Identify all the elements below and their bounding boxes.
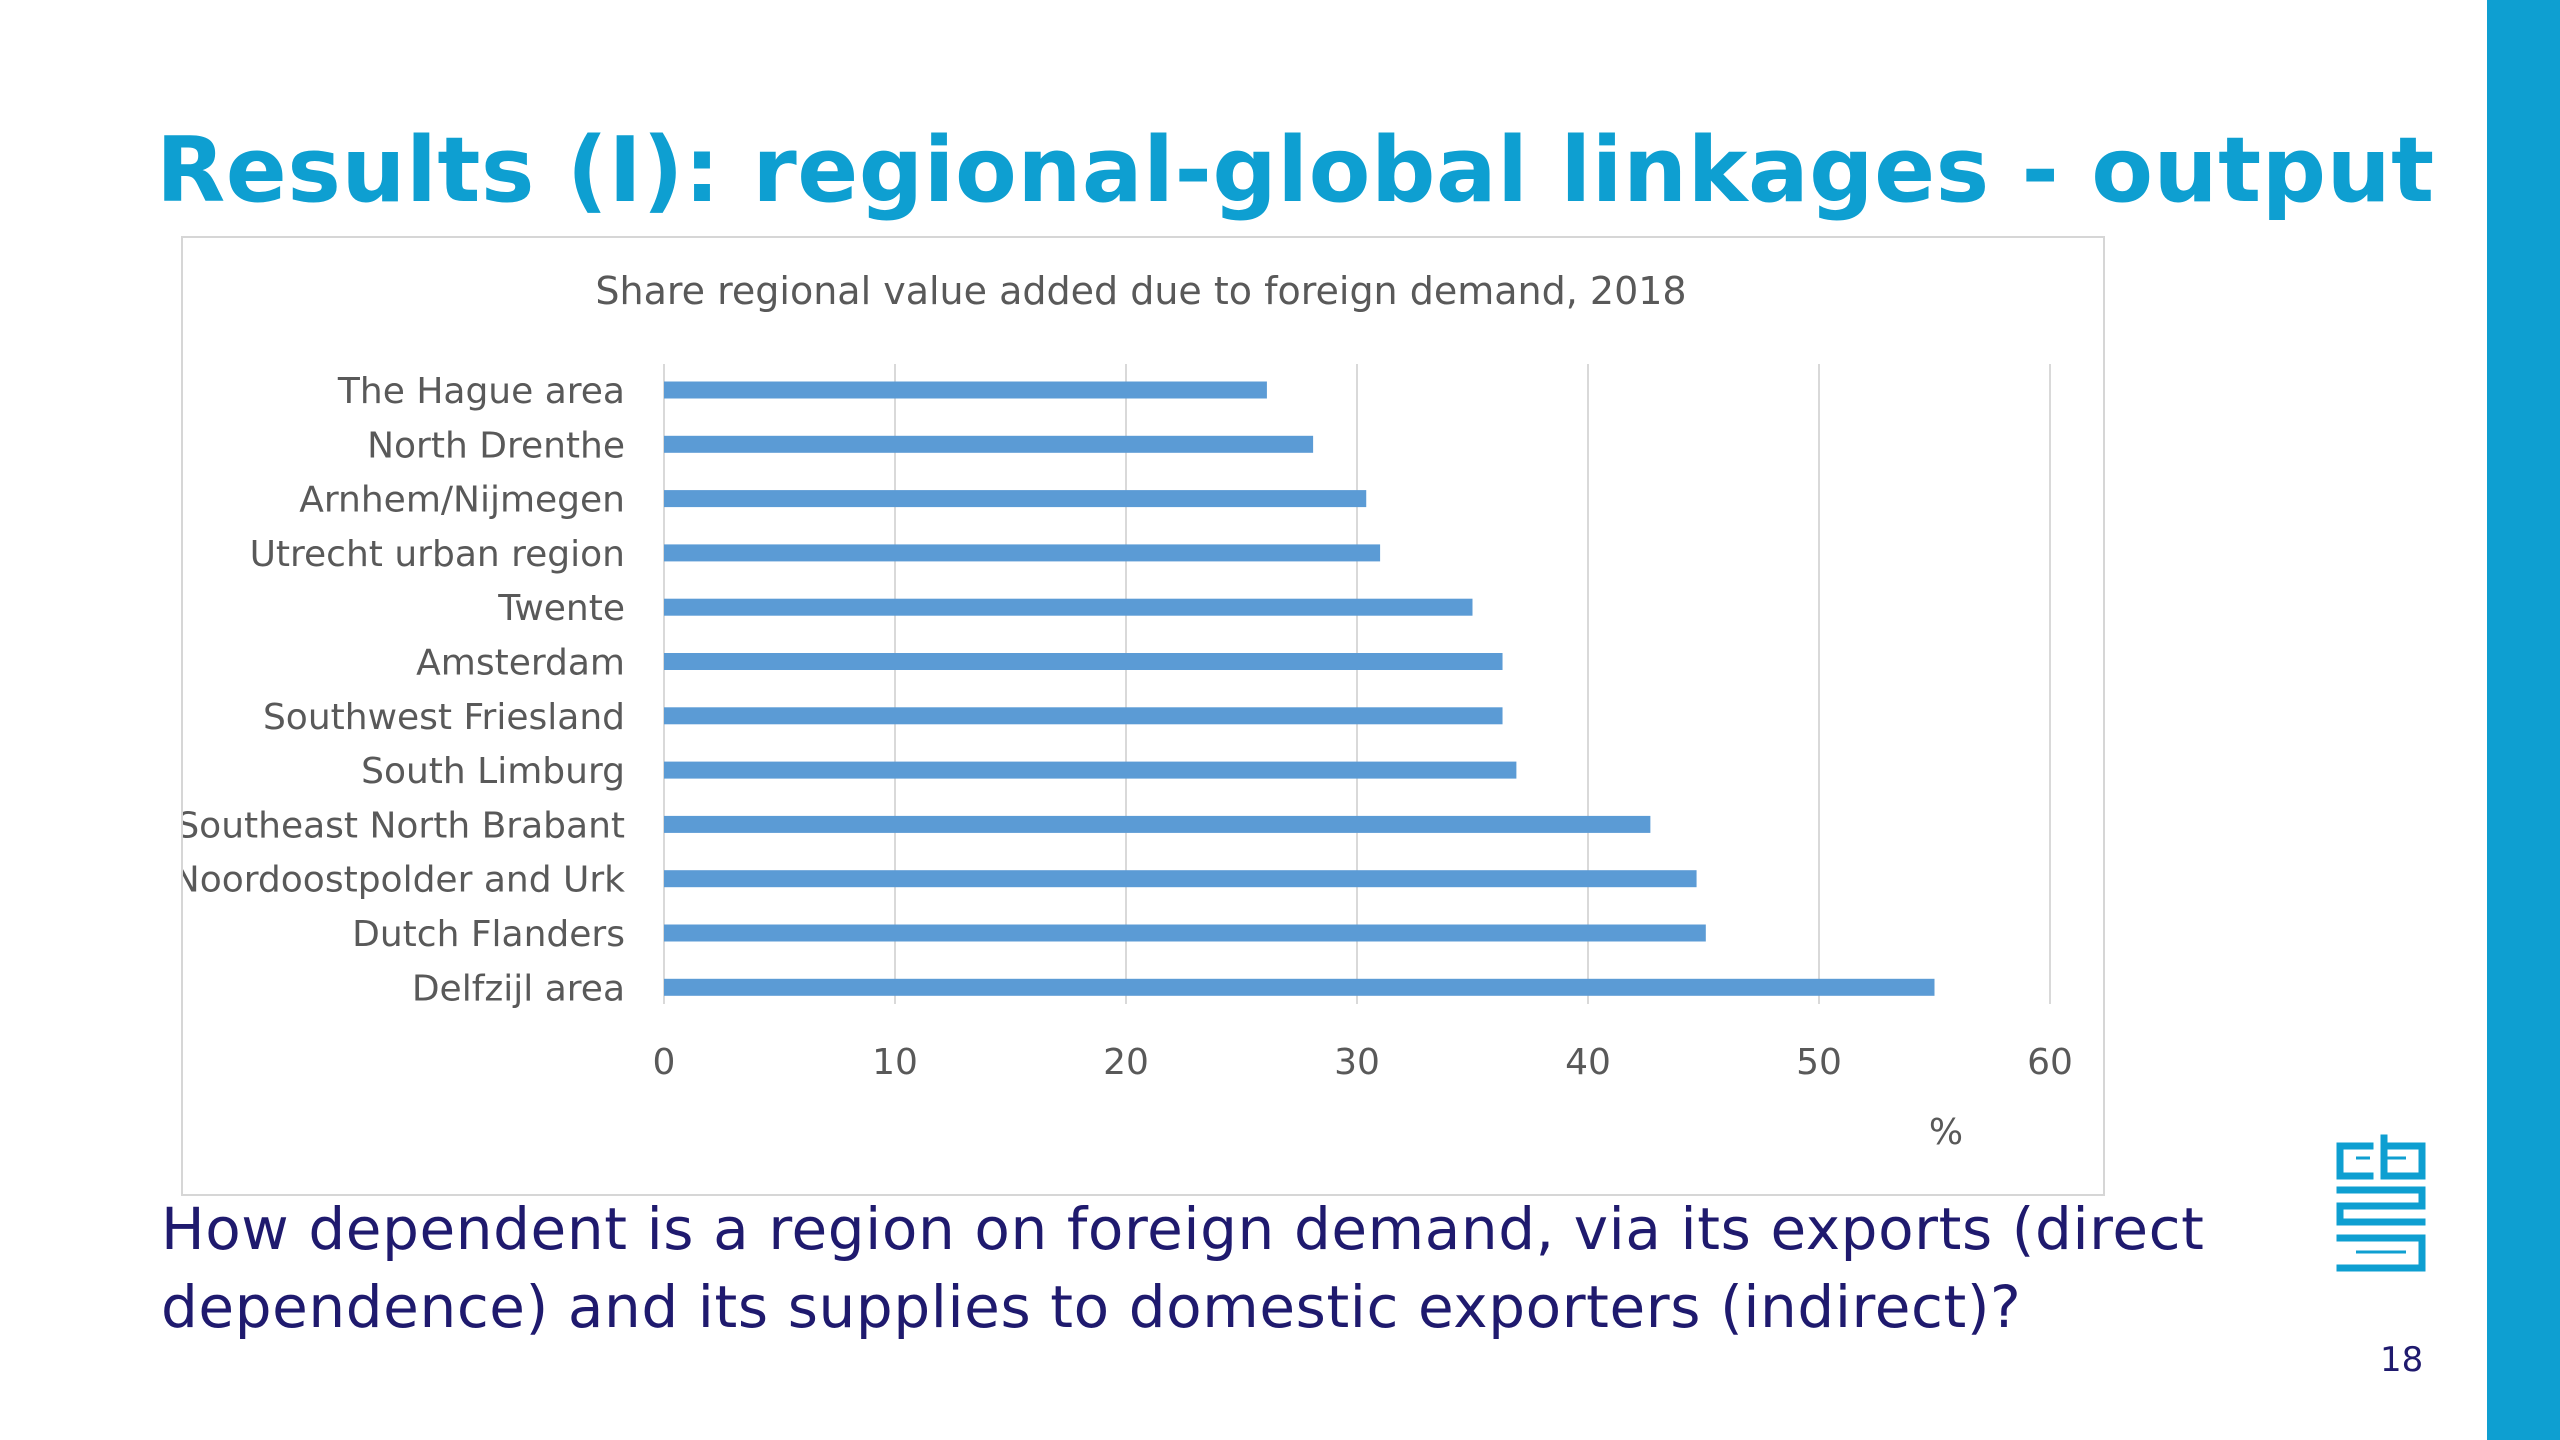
category-label: The Hague area bbox=[337, 371, 625, 412]
category-label: Dutch Flanders bbox=[352, 914, 625, 955]
right-accent-bar bbox=[2487, 0, 2560, 1440]
x-tick-label: 40 bbox=[1565, 1042, 1611, 1083]
category-label: South Limburg bbox=[361, 751, 625, 792]
category-label: Arnhem/Nijmegen bbox=[299, 480, 625, 521]
bar-9 bbox=[664, 870, 1697, 888]
chart-frame: Share regional value added due to foreig… bbox=[181, 236, 2105, 1196]
page-number: 18 bbox=[2380, 1340, 2424, 1380]
bar-8 bbox=[664, 815, 1651, 833]
category-label: Amsterdam bbox=[416, 643, 625, 684]
category-label: Utrecht urban region bbox=[250, 534, 625, 575]
slide-title: Results (I): regional-global linkages - … bbox=[156, 118, 2435, 223]
x-tick-label: 30 bbox=[1334, 1042, 1380, 1083]
x-axis-label: % bbox=[1929, 1112, 1963, 1153]
x-tick-label: 10 bbox=[872, 1042, 918, 1083]
bar-4 bbox=[664, 598, 1473, 616]
category-label: Delfzijl area bbox=[412, 968, 625, 1009]
cbs-logo bbox=[2322, 1128, 2444, 1288]
bar-5 bbox=[664, 653, 1503, 670]
category-label: Twente bbox=[497, 588, 625, 629]
bar-6 bbox=[664, 707, 1503, 725]
bar-3 bbox=[664, 544, 1381, 562]
bar-7 bbox=[664, 761, 1517, 779]
category-label: Noordoostpolder and Urk bbox=[183, 860, 625, 901]
question-text: How dependent is a region on foreign dem… bbox=[161, 1195, 2205, 1341]
x-tick-label: 0 bbox=[653, 1042, 676, 1083]
chart-title: Share regional value added due to foreig… bbox=[595, 269, 1686, 313]
bar-chart: Share regional value added due to foreig… bbox=[183, 269, 2073, 1153]
category-label: Southwest Friesland bbox=[263, 697, 625, 738]
cbs-logo-icon bbox=[2336, 1134, 2426, 1272]
bar-2 bbox=[664, 490, 1367, 508]
bar-1 bbox=[664, 435, 1314, 453]
x-tick-label: 50 bbox=[1796, 1042, 1842, 1083]
bar-0 bbox=[664, 381, 1267, 399]
bar-11 bbox=[664, 978, 1935, 996]
x-tick-label: 20 bbox=[1103, 1042, 1149, 1083]
bars bbox=[664, 381, 1935, 996]
grid-lines bbox=[663, 364, 2051, 1004]
category-label: Southeast North Brabant bbox=[183, 805, 625, 846]
x-tick-label: 60 bbox=[2027, 1042, 2073, 1083]
category-labels: The Hague area North Drenthe Arnhem/Nijmeg… bbox=[183, 371, 625, 1009]
category-label: North Drenthe bbox=[367, 425, 625, 466]
bar-10 bbox=[664, 924, 1706, 942]
x-tick-labels: 0 10 20 30 40 50 60 bbox=[653, 1042, 2073, 1083]
